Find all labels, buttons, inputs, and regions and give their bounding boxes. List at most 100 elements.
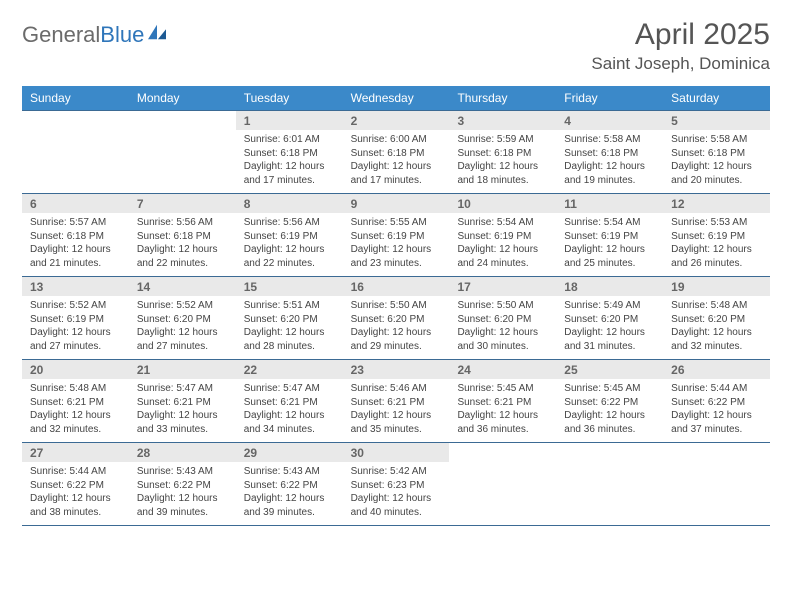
daylight-line: Daylight: 12 hours and 40 minutes. bbox=[351, 492, 442, 519]
day-number: 4 bbox=[556, 111, 663, 130]
daylight-line: Daylight: 12 hours and 22 minutes. bbox=[244, 243, 335, 270]
day-body: Sunrise: 5:56 AMSunset: 6:18 PMDaylight:… bbox=[129, 213, 236, 274]
day-header-cell: Thursday bbox=[449, 86, 556, 110]
day-cell bbox=[663, 443, 770, 525]
day-number: 25 bbox=[556, 360, 663, 379]
day-body: Sunrise: 5:45 AMSunset: 6:21 PMDaylight:… bbox=[449, 379, 556, 440]
daylight-line: Daylight: 12 hours and 36 minutes. bbox=[564, 409, 655, 436]
sunrise-line: Sunrise: 5:50 AM bbox=[457, 299, 548, 313]
sunset-line: Sunset: 6:18 PM bbox=[457, 147, 548, 161]
sunset-line: Sunset: 6:22 PM bbox=[564, 396, 655, 410]
daylight-line: Daylight: 12 hours and 23 minutes. bbox=[351, 243, 442, 270]
daylight-line: Daylight: 12 hours and 37 minutes. bbox=[671, 409, 762, 436]
day-header-cell: Sunday bbox=[22, 86, 129, 110]
week-row: 13Sunrise: 5:52 AMSunset: 6:19 PMDayligh… bbox=[22, 276, 770, 359]
sunrise-line: Sunrise: 5:47 AM bbox=[137, 382, 228, 396]
week-row: 6Sunrise: 5:57 AMSunset: 6:18 PMDaylight… bbox=[22, 193, 770, 276]
day-number: 5 bbox=[663, 111, 770, 130]
sunrise-line: Sunrise: 5:54 AM bbox=[457, 216, 548, 230]
bottom-rule bbox=[22, 525, 770, 526]
day-body: Sunrise: 5:50 AMSunset: 6:20 PMDaylight:… bbox=[449, 296, 556, 357]
daylight-line: Daylight: 12 hours and 35 minutes. bbox=[351, 409, 442, 436]
day-body: Sunrise: 5:52 AMSunset: 6:19 PMDaylight:… bbox=[22, 296, 129, 357]
sunrise-line: Sunrise: 5:45 AM bbox=[564, 382, 655, 396]
day-header-row: SundayMondayTuesdayWednesdayThursdayFrid… bbox=[22, 86, 770, 110]
day-header-cell: Tuesday bbox=[236, 86, 343, 110]
week-row: 1Sunrise: 6:01 AMSunset: 6:18 PMDaylight… bbox=[22, 110, 770, 193]
day-number: 8 bbox=[236, 194, 343, 213]
daylight-line: Daylight: 12 hours and 28 minutes. bbox=[244, 326, 335, 353]
sunrise-line: Sunrise: 5:52 AM bbox=[137, 299, 228, 313]
sunset-line: Sunset: 6:23 PM bbox=[351, 479, 442, 493]
sunset-line: Sunset: 6:20 PM bbox=[457, 313, 548, 327]
daylight-line: Daylight: 12 hours and 19 minutes. bbox=[564, 160, 655, 187]
day-body: Sunrise: 5:54 AMSunset: 6:19 PMDaylight:… bbox=[556, 213, 663, 274]
day-body: Sunrise: 5:45 AMSunset: 6:22 PMDaylight:… bbox=[556, 379, 663, 440]
day-cell bbox=[449, 443, 556, 525]
day-cell bbox=[129, 111, 236, 193]
sunrise-line: Sunrise: 5:50 AM bbox=[351, 299, 442, 313]
day-cell: 27Sunrise: 5:44 AMSunset: 6:22 PMDayligh… bbox=[22, 443, 129, 525]
daylight-line: Daylight: 12 hours and 32 minutes. bbox=[30, 409, 121, 436]
daylight-line: Daylight: 12 hours and 38 minutes. bbox=[30, 492, 121, 519]
day-number: 1 bbox=[236, 111, 343, 130]
day-number: 3 bbox=[449, 111, 556, 130]
sunset-line: Sunset: 6:18 PM bbox=[351, 147, 442, 161]
sunset-line: Sunset: 6:20 PM bbox=[137, 313, 228, 327]
day-body: Sunrise: 5:42 AMSunset: 6:23 PMDaylight:… bbox=[343, 462, 450, 523]
sunrise-line: Sunrise: 5:53 AM bbox=[671, 216, 762, 230]
day-header-cell: Saturday bbox=[663, 86, 770, 110]
day-body: Sunrise: 5:56 AMSunset: 6:19 PMDaylight:… bbox=[236, 213, 343, 274]
day-number: 19 bbox=[663, 277, 770, 296]
sunset-line: Sunset: 6:21 PM bbox=[137, 396, 228, 410]
day-cell: 11Sunrise: 5:54 AMSunset: 6:19 PMDayligh… bbox=[556, 194, 663, 276]
day-cell bbox=[556, 443, 663, 525]
day-body: Sunrise: 5:58 AMSunset: 6:18 PMDaylight:… bbox=[556, 130, 663, 191]
sunset-line: Sunset: 6:20 PM bbox=[351, 313, 442, 327]
day-body: Sunrise: 5:43 AMSunset: 6:22 PMDaylight:… bbox=[129, 462, 236, 523]
day-number: 20 bbox=[22, 360, 129, 379]
sunset-line: Sunset: 6:19 PM bbox=[244, 230, 335, 244]
day-cell: 16Sunrise: 5:50 AMSunset: 6:20 PMDayligh… bbox=[343, 277, 450, 359]
sunset-line: Sunset: 6:19 PM bbox=[564, 230, 655, 244]
day-cell bbox=[22, 111, 129, 193]
day-cell: 29Sunrise: 5:43 AMSunset: 6:22 PMDayligh… bbox=[236, 443, 343, 525]
sunrise-line: Sunrise: 5:44 AM bbox=[30, 465, 121, 479]
day-cell: 9Sunrise: 5:55 AMSunset: 6:19 PMDaylight… bbox=[343, 194, 450, 276]
day-cell: 21Sunrise: 5:47 AMSunset: 6:21 PMDayligh… bbox=[129, 360, 236, 442]
daylight-line: Daylight: 12 hours and 25 minutes. bbox=[564, 243, 655, 270]
sunrise-line: Sunrise: 5:48 AM bbox=[671, 299, 762, 313]
sunrise-line: Sunrise: 6:00 AM bbox=[351, 133, 442, 147]
day-body: Sunrise: 5:51 AMSunset: 6:20 PMDaylight:… bbox=[236, 296, 343, 357]
day-cell: 2Sunrise: 6:00 AMSunset: 6:18 PMDaylight… bbox=[343, 111, 450, 193]
sunset-line: Sunset: 6:18 PM bbox=[30, 230, 121, 244]
sunrise-line: Sunrise: 5:57 AM bbox=[30, 216, 121, 230]
sunset-line: Sunset: 6:21 PM bbox=[30, 396, 121, 410]
day-header-cell: Monday bbox=[129, 86, 236, 110]
sunrise-line: Sunrise: 5:43 AM bbox=[244, 465, 335, 479]
day-cell: 14Sunrise: 5:52 AMSunset: 6:20 PMDayligh… bbox=[129, 277, 236, 359]
sunset-line: Sunset: 6:21 PM bbox=[244, 396, 335, 410]
week-row: 20Sunrise: 5:48 AMSunset: 6:21 PMDayligh… bbox=[22, 359, 770, 442]
daylight-line: Daylight: 12 hours and 36 minutes. bbox=[457, 409, 548, 436]
day-cell: 15Sunrise: 5:51 AMSunset: 6:20 PMDayligh… bbox=[236, 277, 343, 359]
brand-logo: GeneralBlue bbox=[22, 22, 168, 48]
day-body: Sunrise: 5:58 AMSunset: 6:18 PMDaylight:… bbox=[663, 130, 770, 191]
page-header: GeneralBlue April 2025 Saint Joseph, Dom… bbox=[22, 18, 770, 74]
day-number: 10 bbox=[449, 194, 556, 213]
sunset-line: Sunset: 6:21 PM bbox=[351, 396, 442, 410]
day-body: Sunrise: 5:48 AMSunset: 6:20 PMDaylight:… bbox=[663, 296, 770, 357]
day-body: Sunrise: 5:57 AMSunset: 6:18 PMDaylight:… bbox=[22, 213, 129, 274]
day-cell: 23Sunrise: 5:46 AMSunset: 6:21 PMDayligh… bbox=[343, 360, 450, 442]
sunrise-line: Sunrise: 5:56 AM bbox=[137, 216, 228, 230]
day-header-cell: Wednesday bbox=[343, 86, 450, 110]
day-number: 17 bbox=[449, 277, 556, 296]
sunset-line: Sunset: 6:18 PM bbox=[671, 147, 762, 161]
sunrise-line: Sunrise: 5:54 AM bbox=[564, 216, 655, 230]
daylight-line: Daylight: 12 hours and 17 minutes. bbox=[244, 160, 335, 187]
sunrise-line: Sunrise: 5:51 AM bbox=[244, 299, 335, 313]
daylight-line: Daylight: 12 hours and 34 minutes. bbox=[244, 409, 335, 436]
day-number: 11 bbox=[556, 194, 663, 213]
day-number: 15 bbox=[236, 277, 343, 296]
sunset-line: Sunset: 6:22 PM bbox=[244, 479, 335, 493]
